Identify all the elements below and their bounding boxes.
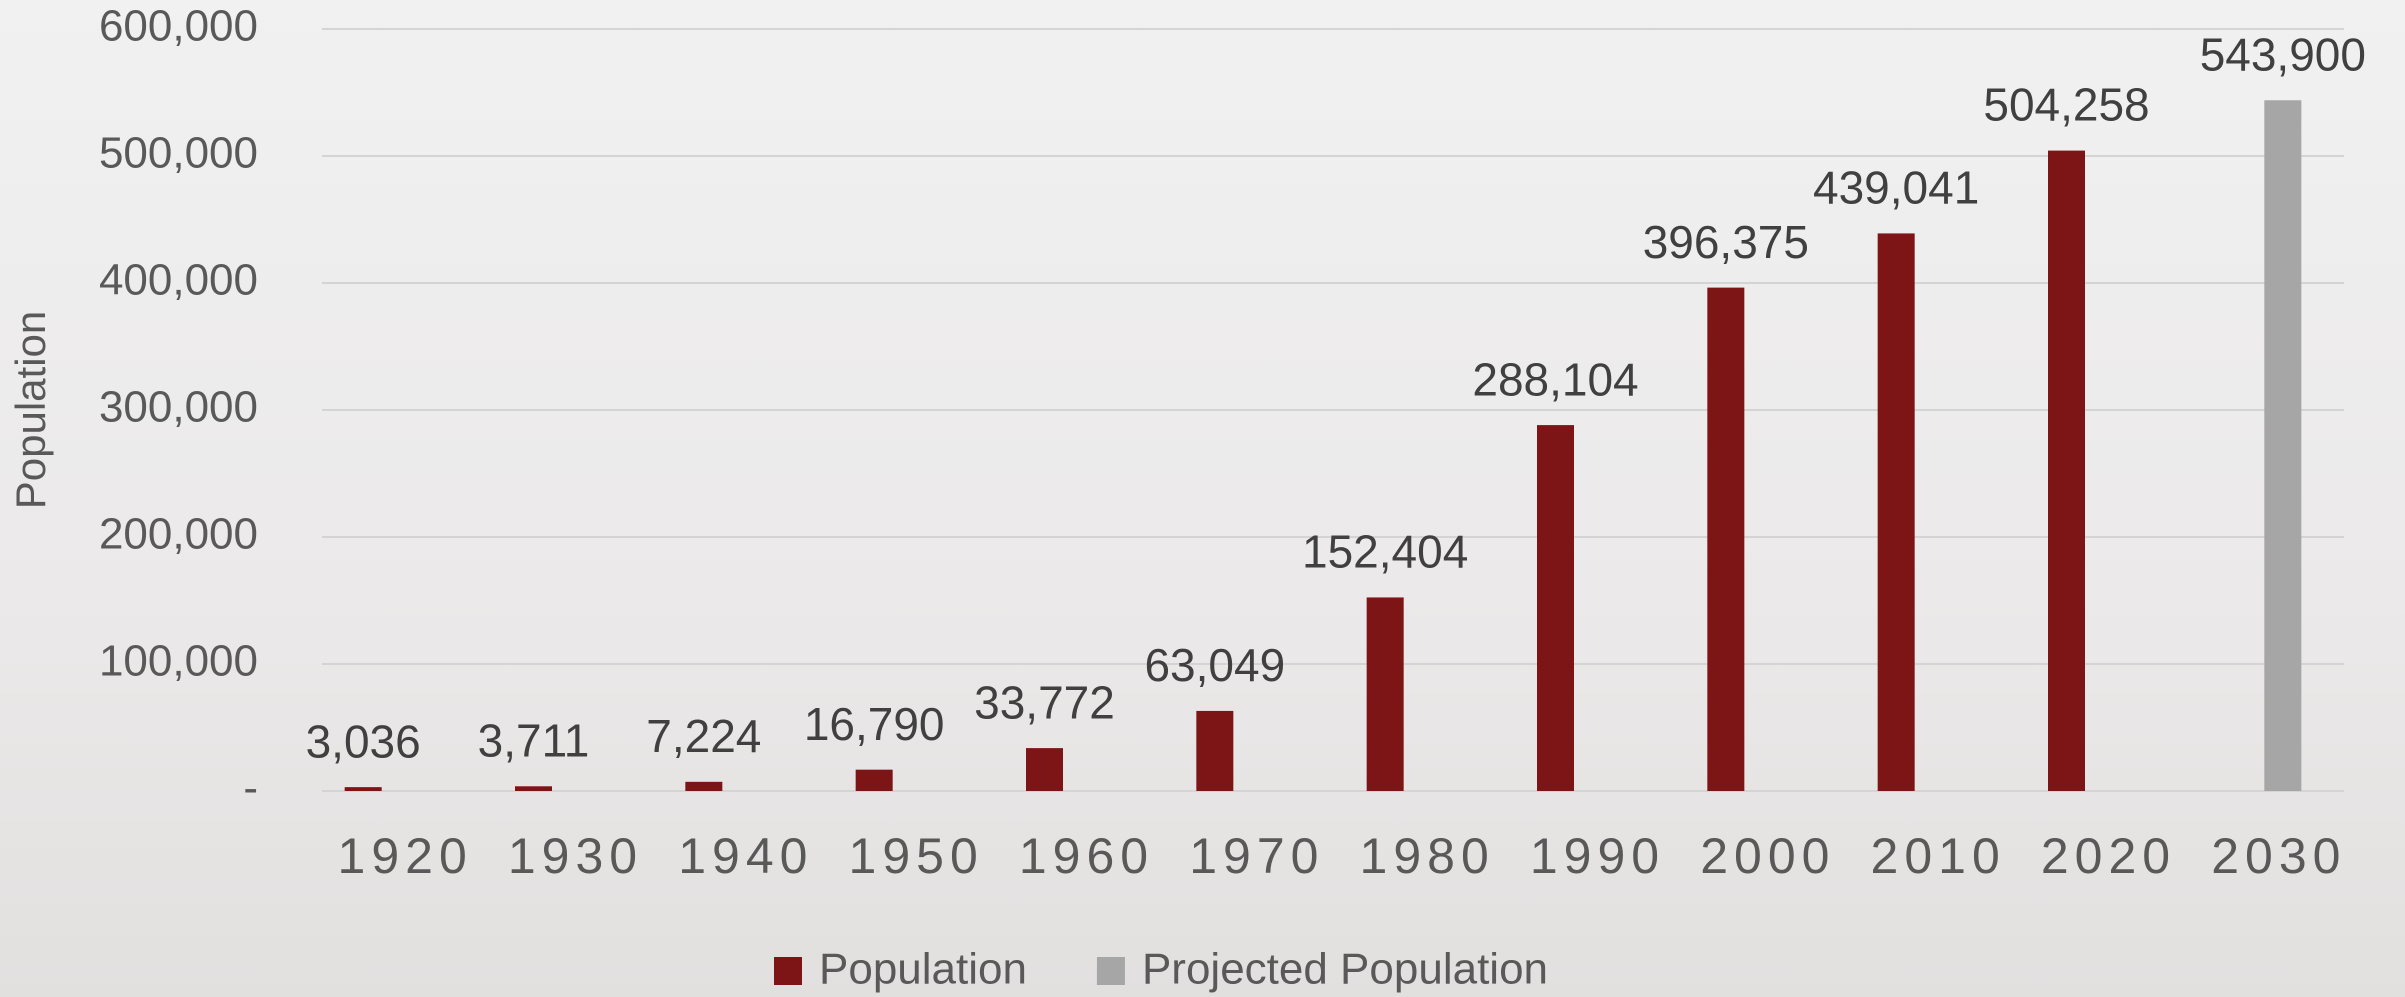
x-tick-label: 2020 [2041,828,2176,884]
y-axis-title: Population [7,311,54,510]
x-tick-label: 1930 [508,828,643,884]
bar [2048,150,2085,791]
bar [685,781,723,791]
bar [344,787,382,791]
value-label: 3,036 [306,715,421,767]
value-label: 7,224 [646,710,761,762]
x-tick-label: 2000 [1700,828,1835,884]
bar [1366,597,1404,791]
legend-swatch [774,957,802,985]
value-label: 152,404 [1302,526,1468,578]
bar [1537,425,1574,791]
x-tick-label: 1990 [1530,828,1665,884]
value-label: 504,258 [1983,79,2149,131]
y-tick-label: 600,000 [99,2,258,51]
x-tick-label: 1960 [1019,828,1154,884]
y-tick-label: 200,000 [99,510,258,559]
y-tick-label: 400,000 [99,256,258,305]
value-label: 288,104 [1472,353,1638,405]
bar [2264,100,2302,791]
y-tick-label: 100,000 [99,637,258,686]
x-tick-label: 1970 [1189,828,1324,884]
y-tick-label: - [243,764,258,813]
bar [515,786,552,791]
x-tick-label: 1950 [849,828,984,884]
x-tick-label: 1940 [678,828,813,884]
bar [1707,287,1745,791]
value-label: 439,041 [1813,162,1979,214]
bar [1196,710,1234,791]
value-label: 16,790 [804,698,945,750]
bar [1877,233,1915,792]
value-label: 543,900 [2200,28,2366,80]
value-label: 396,375 [1643,216,1809,268]
y-tick-label: 500,000 [99,129,258,178]
legend-swatch [1096,957,1125,985]
legend-label: Projected Population [1142,945,1548,994]
x-tick-label: 1980 [1360,828,1495,884]
y-tick-label: 300,000 [99,383,258,432]
x-tick-label: 1920 [338,828,473,884]
legend-label: Population [819,945,1027,994]
value-label: 33,772 [974,676,1115,728]
value-label: 63,049 [1144,639,1285,691]
x-tick-label: 2010 [1871,828,2006,884]
bar [1026,748,1063,791]
x-tick-label: 2030 [2211,828,2346,884]
value-label: 3,711 [478,714,590,766]
bar [855,769,893,791]
